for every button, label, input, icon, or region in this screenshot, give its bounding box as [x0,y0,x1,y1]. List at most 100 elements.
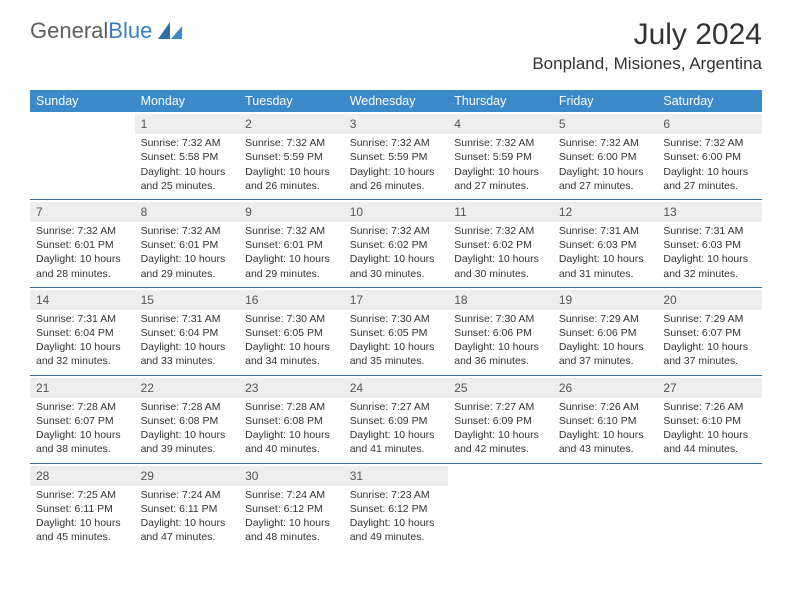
daylight-text: and 32 minutes. [36,354,129,368]
brand-logo: GeneralBlue [30,18,184,44]
calendar-cell: 11Sunrise: 7:32 AMSunset: 6:02 PMDayligh… [448,200,553,287]
calendar-cell: 18Sunrise: 7:30 AMSunset: 6:06 PMDayligh… [448,288,553,375]
day-number: 17 [344,290,449,310]
daylight-text: Daylight: 10 hours [245,428,338,442]
page-header: GeneralBlue July 2024 Bonpland, Misiones… [0,0,792,82]
day-number: 13 [657,202,762,222]
calendar-cell: 29Sunrise: 7:24 AMSunset: 6:11 PMDayligh… [135,464,240,551]
sunrise-text: Sunrise: 7:26 AM [559,400,652,414]
daylight-text: and 27 minutes. [454,179,547,193]
sunrise-text: Sunrise: 7:24 AM [141,488,234,502]
brand-part1: General [30,18,108,44]
daylight-text: and 29 minutes. [245,267,338,281]
day-number: 23 [239,378,344,398]
sunset-text: Sunset: 5:59 PM [454,150,547,164]
calendar-cell: 4Sunrise: 7:32 AMSunset: 5:59 PMDaylight… [448,112,553,199]
day-number: 18 [448,290,553,310]
daylight-text: and 35 minutes. [350,354,443,368]
day-number: 6 [657,114,762,134]
sunrise-text: Sunrise: 7:27 AM [350,400,443,414]
calendar-cell: 13Sunrise: 7:31 AMSunset: 6:03 PMDayligh… [657,200,762,287]
sunset-text: Sunset: 6:12 PM [350,502,443,516]
sunset-text: Sunset: 6:01 PM [245,238,338,252]
sunset-text: Sunset: 6:00 PM [559,150,652,164]
daylight-text: and 34 minutes. [245,354,338,368]
calendar-cell: 31Sunrise: 7:23 AMSunset: 6:12 PMDayligh… [344,464,449,551]
calendar-cell [657,464,762,551]
daylight-text: Daylight: 10 hours [245,165,338,179]
sunset-text: Sunset: 6:10 PM [663,414,756,428]
daylight-text: Daylight: 10 hours [663,428,756,442]
sunrise-text: Sunrise: 7:28 AM [36,400,129,414]
calendar-cell: 16Sunrise: 7:30 AMSunset: 6:05 PMDayligh… [239,288,344,375]
calendar-cell: 23Sunrise: 7:28 AMSunset: 6:08 PMDayligh… [239,376,344,463]
calendar-cell: 2 Sunrise: 7:32 AMSunset: 5:59 PMDaylight… [239,112,344,199]
sunrise-text: Sunrise: 7:23 AM [350,488,443,502]
day-number: 21 [30,378,135,398]
daylight-text: and 36 minutes. [454,354,547,368]
day-header: Sunday [30,90,135,112]
sunset-text: Sunset: 6:06 PM [454,326,547,340]
daylight-text: Daylight: 10 hours [245,252,338,266]
sunrise-text: Sunrise: 7:32 AM [559,136,652,150]
sunrise-text: Sunrise: 7:27 AM [454,400,547,414]
sunset-text: Sunset: 5:59 PM [350,150,443,164]
sunset-text: Sunset: 6:12 PM [245,502,338,516]
daylight-text: and 44 minutes. [663,442,756,456]
daylight-text: and 37 minutes. [559,354,652,368]
daylight-text: and 31 minutes. [559,267,652,281]
sunset-text: Sunset: 5:59 PM [245,150,338,164]
calendar-cell: 28Sunrise: 7:25 AMSunset: 6:11 PMDayligh… [30,464,135,551]
empty-day [657,466,762,486]
sunrise-text: Sunrise: 7:29 AM [663,312,756,326]
day-number: 16 [239,290,344,310]
daylight-text: and 37 minutes. [663,354,756,368]
day-number: 14 [30,290,135,310]
day-header: Wednesday [344,90,449,112]
sunrise-text: Sunrise: 7:32 AM [245,136,338,150]
daylight-text: and 29 minutes. [141,267,234,281]
title-block: July 2024 Bonpland, Misiones, Argentina [532,18,762,74]
daylight-text: Daylight: 10 hours [36,340,129,354]
sunset-text: Sunset: 6:07 PM [663,326,756,340]
month-title: July 2024 [532,18,762,52]
daylight-text: Daylight: 10 hours [350,165,443,179]
daylight-text: Daylight: 10 hours [141,165,234,179]
daylight-text: Daylight: 10 hours [350,252,443,266]
sunrise-text: Sunrise: 7:32 AM [663,136,756,150]
calendar-cell: 10Sunrise: 7:32 AMSunset: 6:02 PMDayligh… [344,200,449,287]
daylight-text: and 26 minutes. [245,179,338,193]
day-number: 4 [448,114,553,134]
daylight-text: Daylight: 10 hours [663,340,756,354]
calendar-week: 28Sunrise: 7:25 AMSunset: 6:11 PMDayligh… [30,464,762,551]
day-number: 10 [344,202,449,222]
daylight-text: Daylight: 10 hours [245,516,338,530]
calendar-cell: 22Sunrise: 7:28 AMSunset: 6:08 PMDayligh… [135,376,240,463]
daylight-text: and 45 minutes. [36,530,129,544]
sunset-text: Sunset: 6:04 PM [36,326,129,340]
calendar-cell: 9Sunrise: 7:32 AMSunset: 6:01 PMDaylight… [239,200,344,287]
sunset-text: Sunset: 6:01 PM [36,238,129,252]
daylight-text: and 41 minutes. [350,442,443,456]
calendar-cell: 25Sunrise: 7:27 AMSunset: 6:09 PMDayligh… [448,376,553,463]
daylight-text: and 25 minutes. [141,179,234,193]
calendar-cell: 5Sunrise: 7:32 AMSunset: 6:00 PMDaylight… [553,112,658,199]
day-number: 24 [344,378,449,398]
day-number: 1 [135,114,240,134]
calendar-cell: 26Sunrise: 7:26 AMSunset: 6:10 PMDayligh… [553,376,658,463]
daylight-text: and 30 minutes. [454,267,547,281]
daylight-text: Daylight: 10 hours [350,340,443,354]
calendar-week: 7Sunrise: 7:32 AMSunset: 6:01 PMDaylight… [30,200,762,287]
calendar-cell: 27Sunrise: 7:26 AMSunset: 6:10 PMDayligh… [657,376,762,463]
sunset-text: Sunset: 6:05 PM [350,326,443,340]
calendar-cell: 19Sunrise: 7:29 AMSunset: 6:06 PMDayligh… [553,288,658,375]
sunset-text: Sunset: 6:10 PM [559,414,652,428]
calendar-week: 1Sunrise: 7:32 AMSunset: 5:58 PMDaylight… [30,112,762,199]
sunrise-text: Sunrise: 7:32 AM [454,224,547,238]
sunset-text: Sunset: 5:58 PM [141,150,234,164]
sunrise-text: Sunrise: 7:30 AM [350,312,443,326]
sunset-text: Sunset: 6:09 PM [454,414,547,428]
day-number: 2 [239,114,344,134]
daylight-text: Daylight: 10 hours [36,428,129,442]
calendar-cell [30,112,135,199]
